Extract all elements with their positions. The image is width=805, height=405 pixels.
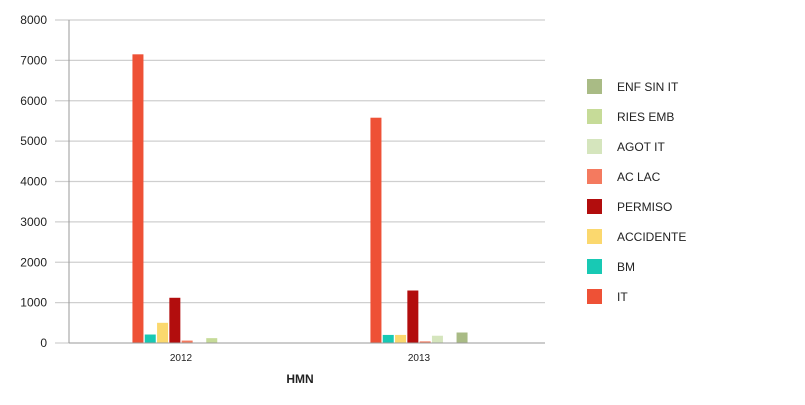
y-tick-label: 3000 bbox=[20, 215, 47, 229]
legend-label: AGOT IT bbox=[617, 140, 665, 154]
legend-swatch bbox=[587, 109, 602, 124]
bar-ac-lac-2012 bbox=[181, 340, 193, 343]
legend-swatch bbox=[587, 169, 602, 184]
y-tick-label: 2000 bbox=[20, 255, 47, 269]
x-tick-label: 2013 bbox=[408, 353, 431, 364]
legend-swatch bbox=[587, 139, 602, 154]
legend-swatch bbox=[587, 229, 602, 244]
legend-label: RIES EMB bbox=[617, 110, 674, 124]
y-tick-label: 6000 bbox=[20, 94, 47, 108]
y-tick-label: 7000 bbox=[20, 53, 47, 67]
bar-it-2013 bbox=[370, 117, 382, 344]
y-axis-ticks: 0 1000 2000 3000 4000 5000 6000 7000 8000 bbox=[20, 13, 47, 350]
bar-agot-it-2013 bbox=[431, 335, 443, 343]
legend-label: BM bbox=[617, 260, 635, 274]
legend-label: IT bbox=[617, 290, 628, 304]
bars bbox=[132, 54, 468, 344]
legend: ENF SIN IT RIES EMB AGOT IT AC LAC PERMISO AC… bbox=[587, 79, 686, 304]
y-tick-label: 0 bbox=[40, 336, 47, 350]
bar-bm-2013 bbox=[382, 334, 394, 343]
legend-label: PERMISO bbox=[617, 200, 672, 214]
legend-label: ACCIDENTE bbox=[617, 230, 686, 244]
bar-accidente-2012 bbox=[157, 322, 169, 343]
bar-permiso-2013 bbox=[407, 290, 419, 343]
bar-ac-lac-2013 bbox=[419, 341, 431, 343]
bar-it-2012 bbox=[132, 54, 144, 343]
legend-swatch bbox=[587, 289, 602, 304]
legend-swatch bbox=[587, 79, 602, 94]
bar-ries-emb-2012 bbox=[206, 338, 218, 343]
y-tick-label: 1000 bbox=[20, 296, 47, 310]
bar-accidente-2013 bbox=[395, 334, 407, 343]
x-axis-ticks: 2012 2013 bbox=[170, 353, 431, 364]
y-tick-label: 8000 bbox=[20, 13, 47, 27]
legend-label: ENF SIN IT bbox=[617, 80, 679, 94]
bar-enf-sin-it-2013 bbox=[456, 332, 468, 343]
legend-swatch bbox=[587, 259, 602, 274]
bar-bm-2012 bbox=[144, 334, 156, 343]
legend-label: AC LAC bbox=[617, 170, 661, 184]
legend-swatch bbox=[587, 199, 602, 214]
x-tick-label: 2012 bbox=[170, 353, 193, 364]
y-tick-label: 4000 bbox=[20, 175, 47, 189]
y-tick-label: 5000 bbox=[20, 134, 47, 148]
bar-permiso-2012 bbox=[169, 297, 181, 343]
x-axis-title: HMN bbox=[286, 372, 313, 386]
grid-lines bbox=[55, 19, 545, 344]
